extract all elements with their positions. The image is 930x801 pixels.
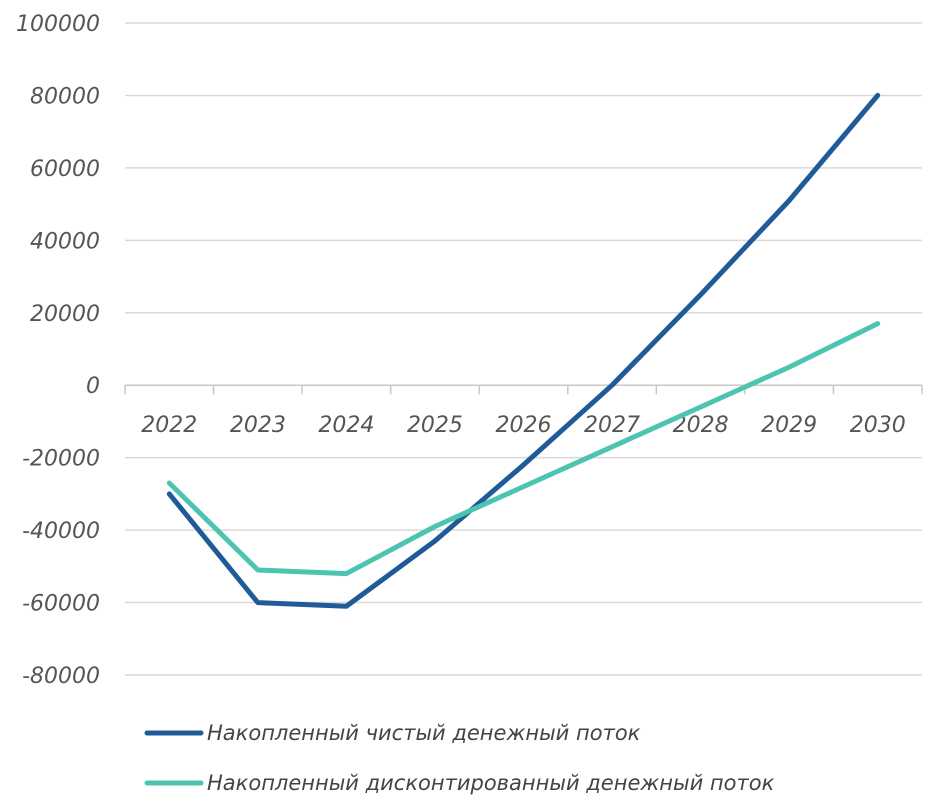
y-tick-label: 0 xyxy=(86,374,100,399)
y-tick-label: -60000 xyxy=(22,592,100,617)
x-tick-label: 2025 xyxy=(407,413,463,438)
x-tick-label: 2027 xyxy=(584,413,640,438)
grid-lines xyxy=(125,22,922,676)
y-axis-tick-labels: 100000 80000 60000 40000 20000 0 -20000 -40000 -… xyxy=(16,12,100,689)
x-tick-label: 2026 xyxy=(496,413,552,438)
y-tick-label: 80000 xyxy=(30,84,100,109)
series-lines xyxy=(166,92,881,609)
y-tick-label: 60000 xyxy=(30,157,100,182)
x-tick-label: 2024 xyxy=(318,413,374,438)
y-tick-label: 40000 xyxy=(30,229,100,254)
x-tick-label: 2030 xyxy=(850,413,906,438)
legend: Накопленный чистый денежный поток Накопле… xyxy=(144,721,775,795)
y-tick-label: 20000 xyxy=(30,302,100,327)
y-tick-label: 100000 xyxy=(16,12,100,37)
y-tick-label: -20000 xyxy=(22,447,100,472)
y-tick-label: -40000 xyxy=(22,519,100,544)
y-tick-label: -80000 xyxy=(22,664,100,689)
x-tick-label: 2023 xyxy=(230,413,286,438)
series-line-2 xyxy=(166,321,881,577)
x-axis xyxy=(124,384,923,395)
legend-label-1: Накопленный чистый денежный поток xyxy=(207,721,641,745)
x-tick-label: 2022 xyxy=(141,413,197,438)
x-tick-label: 2029 xyxy=(761,413,817,438)
legend-label-2: Накопленный дисконтированный денежный по… xyxy=(207,771,775,795)
x-axis-tick-labels: 2022 2023 2024 2025 2026 2027 2028 2029 2030 xyxy=(141,413,905,438)
series-line-1 xyxy=(166,92,881,609)
